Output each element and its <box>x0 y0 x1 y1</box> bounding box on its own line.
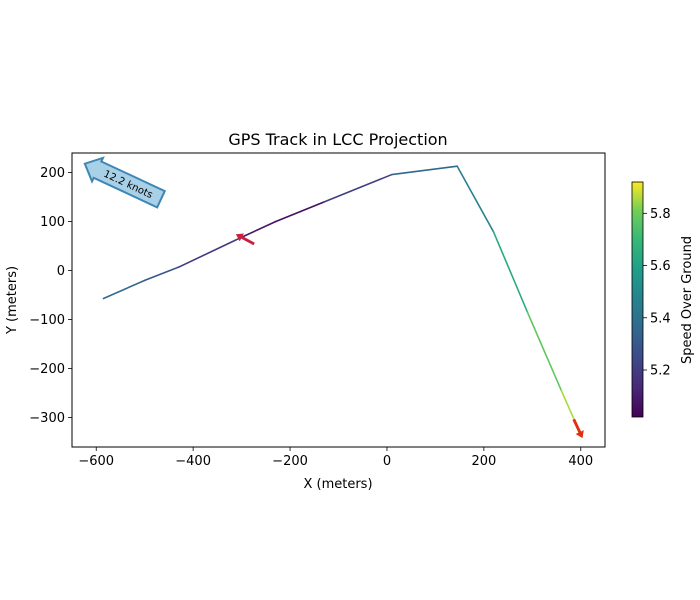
track-series <box>102 165 581 434</box>
track-segment <box>323 173 393 203</box>
track-segment <box>274 201 325 223</box>
track-segment <box>102 279 146 300</box>
track-segment <box>143 266 180 282</box>
colorbar-label: Speed Over Ground <box>680 236 695 364</box>
x-tick-label: −600 <box>78 454 114 469</box>
speed-annotation: 12.2 knots <box>83 156 167 209</box>
y-tick-label: −100 <box>29 313 65 328</box>
track-segment <box>177 236 243 268</box>
direction-arrow <box>572 418 584 439</box>
direction-arrow <box>235 233 255 246</box>
track-segment <box>526 311 563 392</box>
x-tick-label: 400 <box>568 454 593 469</box>
track-segment <box>492 231 529 314</box>
track-segment <box>456 165 495 233</box>
y-axis-label: Y (meters) <box>5 266 20 335</box>
colorbar-ticks: 5.2 5.4 5.6 5.8 <box>643 207 671 379</box>
y-tick-label: −200 <box>29 362 65 377</box>
x-tick-label: −200 <box>272 454 308 469</box>
y-tick-label: 100 <box>40 215 65 230</box>
plot-frame <box>71 152 606 448</box>
direction-arrows <box>235 233 584 439</box>
annotation-box: 12.2 knots <box>83 156 167 209</box>
y-tick-label: 200 <box>40 166 65 181</box>
x-axis-label: X (meters) <box>303 477 372 492</box>
colorbar-tick-label: 5.8 <box>650 207 671 222</box>
colorbar-tick-label: 5.4 <box>650 311 671 326</box>
y-tick-label: 0 <box>57 264 65 279</box>
track-segment <box>390 165 459 176</box>
colorbar-tick-label: 5.6 <box>650 259 671 274</box>
x-tick-label: 0 <box>383 454 391 469</box>
y-axis: −300 −200 −100 0 100 200 <box>29 166 72 426</box>
x-tick-label: 200 <box>471 454 496 469</box>
arrow-shape <box>235 233 255 246</box>
x-axis: −600 −400 −200 0 200 400 <box>78 447 593 469</box>
x-tick-label: −400 <box>175 454 211 469</box>
track-segment <box>240 220 277 239</box>
chart-title: GPS Track in LCC Projection <box>228 130 447 149</box>
colorbar <box>631 181 644 418</box>
colorbar-tick-label: 5.2 <box>650 364 671 379</box>
annotation-arrow-shape <box>83 156 167 209</box>
arrow-shape <box>572 418 584 439</box>
y-tick-label: −300 <box>29 411 65 426</box>
